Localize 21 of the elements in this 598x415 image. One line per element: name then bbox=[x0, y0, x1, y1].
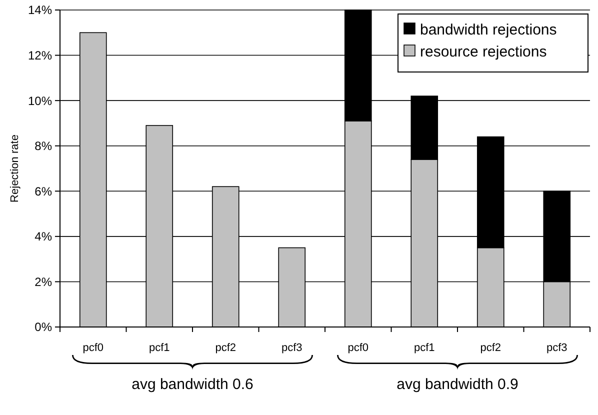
legend-label: bandwidth rejections bbox=[420, 21, 557, 38]
x-tick-label: pcf1 bbox=[148, 342, 170, 354]
x-tick-label: pcf2 bbox=[480, 342, 502, 354]
x-tick-label: pcf0 bbox=[348, 342, 369, 354]
y-tick-label: 10% bbox=[28, 94, 52, 108]
y-tick-label: 2% bbox=[34, 274, 52, 289]
y-tick-label: 8% bbox=[34, 139, 52, 154]
legend-label: resource rejections bbox=[420, 43, 547, 60]
x-tick-label: pcf3 bbox=[546, 342, 568, 354]
y-tick-label: 4% bbox=[34, 230, 52, 244]
y-axis-title: Rejection rate bbox=[9, 134, 21, 202]
y-tick-label: 14% bbox=[28, 3, 52, 18]
y-tick-label: 0% bbox=[34, 320, 52, 334]
x-tick-label: pcf1 bbox=[414, 342, 435, 354]
text: avg bandwidth 0.9 bbox=[396, 376, 518, 393]
y-tick-label: 6% bbox=[34, 184, 52, 198]
x-tick-label: pcf0 bbox=[82, 342, 104, 354]
x-tick-label: pcf3 bbox=[281, 342, 302, 354]
x-tick-label: pcf2 bbox=[215, 342, 236, 354]
text: avg bandwidth 0.6 bbox=[132, 376, 254, 393]
y-tick-label: 12% bbox=[28, 48, 52, 62]
